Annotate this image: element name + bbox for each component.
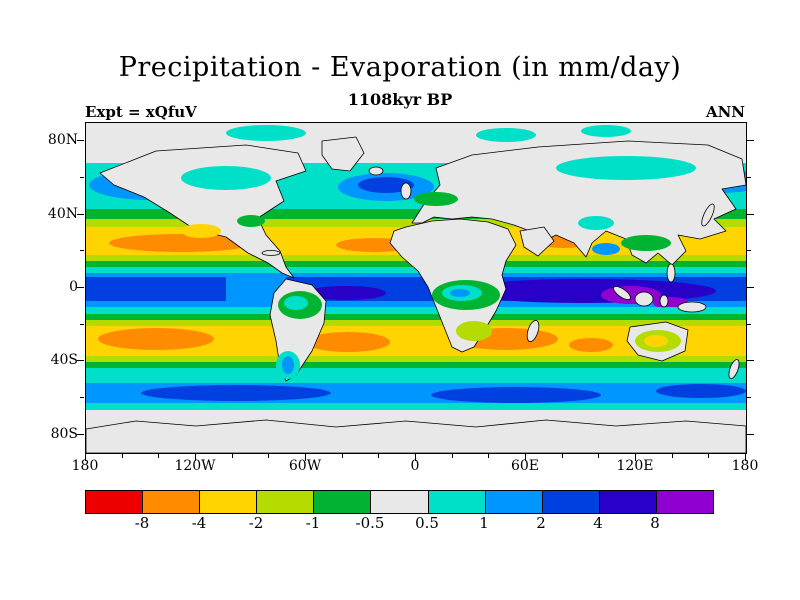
axis-tick <box>525 453 526 461</box>
axis-tick <box>671 453 673 458</box>
colorbar-cell <box>86 491 144 513</box>
axis-tick <box>747 396 751 398</box>
experiment-label: Expt = xQfuV <box>85 103 197 121</box>
axis-tick <box>747 213 754 215</box>
axis-tick <box>561 453 563 458</box>
colorbar <box>85 490 714 514</box>
axis-tick <box>80 396 84 398</box>
colorbar-tick-label: -1 <box>305 514 321 532</box>
britain <box>400 182 412 200</box>
axis-tick <box>77 213 84 215</box>
axis-tick <box>747 433 754 435</box>
lon-tick-label: 60E <box>510 458 540 474</box>
lon-tick-label: 120W <box>174 458 216 474</box>
axis-tick <box>451 453 453 458</box>
colorbar-labels: -8 -4 -2 -1 -0.5 0.5 1 2 4 8 <box>85 514 712 534</box>
madagascar <box>526 320 540 342</box>
japan <box>701 203 715 227</box>
axis-tick <box>77 433 84 435</box>
colorbar-cell <box>542 491 600 513</box>
lat-tick-label: 80N <box>47 132 78 149</box>
colorbar-tick-label: 4 <box>593 514 603 532</box>
colorbar-cell <box>656 491 714 513</box>
colorbar-tick-label: 2 <box>536 514 546 532</box>
axis-tick <box>747 176 751 178</box>
colorbar-cell <box>371 491 429 513</box>
axis-tick <box>268 453 270 458</box>
colorbar-cell <box>485 491 543 513</box>
axis-tick <box>80 250 84 252</box>
axis-tick <box>195 453 196 461</box>
colorbar-cell <box>200 491 258 513</box>
colorbar-cell <box>257 491 315 513</box>
arabia <box>519 226 555 257</box>
arctic-contour-patches <box>226 125 631 142</box>
colorbar-tick-label: -8 <box>134 514 150 532</box>
chart-subtitle: 1108kyr BP <box>347 90 453 109</box>
axis-tick <box>158 453 160 458</box>
axis-tick <box>121 453 123 458</box>
axis-tick <box>341 453 343 458</box>
colorbar-tick-label: 0.5 <box>415 514 439 532</box>
iceland <box>368 166 384 176</box>
axis-tick <box>305 453 306 461</box>
axis-tick <box>745 453 746 461</box>
borneo <box>634 291 654 307</box>
colorbar-tick-label: 1 <box>479 514 489 532</box>
lat-tick-label: 80S <box>50 425 78 442</box>
season-label: ANN <box>705 103 745 121</box>
chart-title: Precipitation - Evaporation (in mm/day) <box>118 52 682 83</box>
colorbar-cell <box>143 491 201 513</box>
sulawesi <box>659 294 669 308</box>
lon-tick-label: 60W <box>288 458 322 474</box>
world-map-plot <box>86 123 746 453</box>
south-midlat-band <box>86 368 746 410</box>
map-plot-frame <box>85 122 747 454</box>
axis-tick <box>747 140 754 142</box>
axis-tick <box>231 453 233 458</box>
axis-tick <box>747 360 754 362</box>
philippines <box>666 263 676 283</box>
axis-tick <box>747 286 754 288</box>
new-zealand <box>728 359 740 379</box>
lon-tick-label: 180 <box>71 458 99 474</box>
colorbar-cell <box>428 491 486 513</box>
lat-tick-label: 40S <box>50 352 78 369</box>
equatorial-itcz-band <box>86 273 746 328</box>
axis-tick <box>77 140 84 142</box>
axis-tick <box>708 453 710 458</box>
lat-tick-label: 40N <box>47 205 78 222</box>
axis-tick <box>635 453 636 461</box>
axis-tick <box>747 250 751 252</box>
colorbar-cell <box>599 491 657 513</box>
sumatra <box>613 285 631 301</box>
land-contour-overlays <box>181 156 696 379</box>
lon-tick-label: 180 <box>731 458 759 474</box>
colorbar-tick-label: -4 <box>191 514 207 532</box>
lon-tick-label: 0 <box>410 458 420 474</box>
colorbar-cell <box>314 491 372 513</box>
continent-outlines <box>86 136 746 453</box>
axis-tick <box>77 286 84 288</box>
axis-tick <box>378 453 380 458</box>
cuba <box>261 250 281 256</box>
axis-tick <box>598 453 600 458</box>
colorbar-tick-label: -2 <box>248 514 264 532</box>
axis-tick <box>80 323 84 325</box>
lat-tick-label: 0 <box>69 278 78 295</box>
colorbar-tick-label: -0.5 <box>355 514 385 532</box>
axis-tick <box>415 453 416 461</box>
axis-tick <box>77 360 84 362</box>
axis-tick <box>747 323 751 325</box>
antarctica <box>86 419 746 453</box>
greenland <box>321 136 365 172</box>
lon-tick-label: 120E <box>616 458 654 474</box>
new-guinea <box>677 301 707 313</box>
axis-tick <box>85 453 86 461</box>
axis-tick <box>488 453 490 458</box>
colorbar-tick-label: 8 <box>650 514 660 532</box>
axis-tick <box>80 176 84 178</box>
